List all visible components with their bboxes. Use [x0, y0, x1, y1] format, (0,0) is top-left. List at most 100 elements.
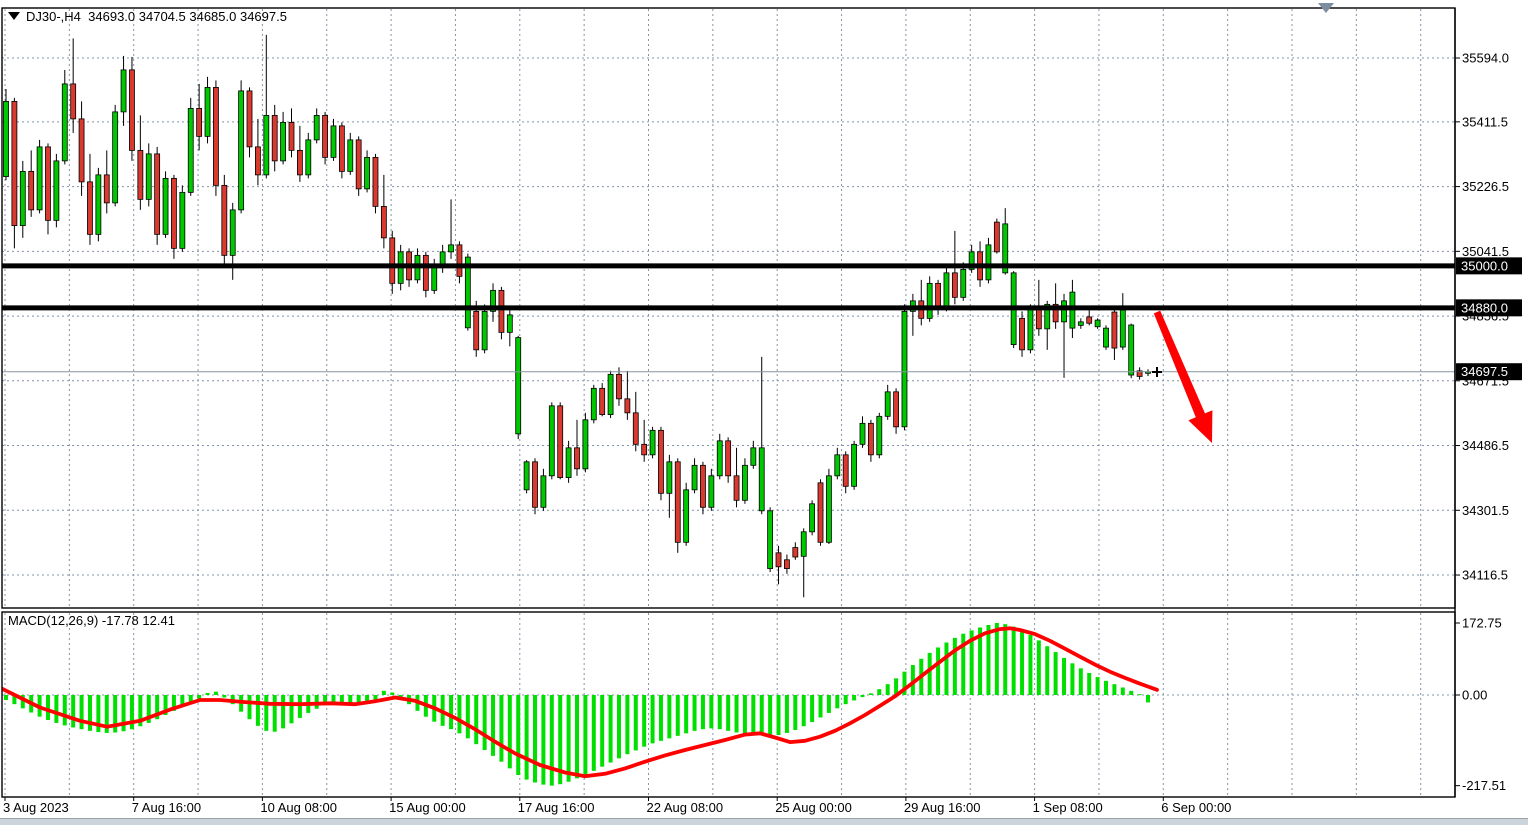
candle-body — [506, 314, 513, 333]
macd-histogram-bar — [709, 695, 714, 729]
candle-body — [993, 221, 1000, 253]
candle-body — [725, 440, 732, 477]
macd-histogram-bar — [1020, 630, 1025, 695]
macd-histogram-bar — [810, 695, 815, 723]
time-axis-label: 3 Aug 2023 — [3, 800, 69, 815]
macd-histogram-bar — [860, 695, 865, 698]
macd-histogram-bar — [742, 695, 747, 734]
chart-shift-marker-icon[interactable] — [1318, 3, 1334, 13]
macd-histogram-bar — [885, 684, 890, 695]
candle-body — [985, 244, 992, 281]
macd-histogram-bar — [323, 695, 328, 706]
price-axis: 35594.035411.535226.535041.534856.534671… — [1455, 51, 1522, 793]
macd-histogram-bar — [474, 695, 479, 745]
macd-histogram-bar — [1129, 690, 1134, 695]
macd-histogram-bar — [961, 633, 966, 695]
candle-body — [733, 475, 740, 501]
candle-body — [826, 475, 832, 543]
candle-body — [87, 181, 93, 235]
candle-body — [532, 461, 538, 508]
candle-body — [607, 373, 614, 415]
candle-body — [1103, 327, 1109, 348]
price-badge[interactable] — [1456, 363, 1522, 381]
price-badge-label: 34697.5 — [1461, 364, 1508, 379]
macd-histogram-bar — [600, 695, 605, 767]
candle-body — [154, 153, 161, 235]
current-bar-cross-marker — [1152, 367, 1162, 377]
macd-histogram-bar — [1087, 672, 1092, 695]
macd-histogram-bar — [894, 678, 899, 695]
time-axis-label: 17 Aug 16:00 — [518, 800, 595, 815]
symbol-period: DJ30-,H4 — [26, 9, 81, 24]
macd-histogram-bar — [1145, 695, 1150, 703]
candle-body — [1044, 303, 1051, 330]
macd-histogram-bar — [171, 695, 176, 711]
price-badge[interactable] — [1456, 299, 1522, 317]
macd-histogram-bar — [356, 695, 361, 706]
macd-histogram-bar — [155, 695, 160, 720]
macd-histogram-bar — [717, 695, 722, 730]
candle-body — [330, 125, 337, 158]
candle-body — [145, 153, 152, 200]
candle-body — [3, 100, 9, 178]
candle-body — [431, 265, 438, 291]
candle-body — [758, 447, 765, 512]
macd-histogram-bar — [289, 695, 294, 724]
macd-histogram-bar — [113, 695, 118, 733]
candle-body — [960, 268, 967, 298]
macd-histogram-bar — [297, 695, 302, 718]
macd-histogram-bar — [507, 695, 512, 769]
macd-histogram-bar — [247, 695, 252, 720]
macd-histogram-bar — [465, 695, 470, 739]
candle-body — [179, 191, 186, 249]
candle-body — [867, 422, 874, 456]
macd-histogram-bar — [188, 695, 193, 703]
macd-histogram-bar — [1053, 652, 1058, 695]
candle-body — [691, 464, 698, 491]
candle-body — [204, 86, 211, 137]
candle-body — [683, 489, 690, 543]
macd-histogram-bar — [96, 695, 101, 733]
macd-histogram-bar — [1028, 634, 1033, 695]
macd-histogram-bar — [734, 695, 739, 733]
symbol-dropdown-icon[interactable] — [8, 12, 20, 20]
candle-body — [129, 69, 135, 151]
candle-body — [834, 454, 841, 477]
candle-body — [221, 184, 228, 256]
price-badge[interactable] — [1456, 257, 1522, 275]
candle-body — [238, 90, 245, 211]
macd-histogram-bar — [87, 695, 92, 731]
price-badge-label: 34880.0 — [1461, 300, 1508, 315]
macd-axis-label: 172.75 — [1462, 615, 1502, 630]
sell-arrow-annotation[interactable] — [1153, 310, 1213, 443]
candle-body — [280, 121, 287, 162]
macd-histogram-bar — [658, 695, 663, 741]
candle-body — [246, 90, 253, 148]
macd-histogram-bar — [222, 695, 227, 698]
macd-axis-label: -217.51 — [1462, 778, 1506, 793]
time-axis-label: 7 Aug 16:00 — [132, 800, 201, 815]
candle-body — [213, 86, 219, 186]
macd-histogram-bar — [281, 695, 286, 729]
candle-body — [540, 475, 547, 508]
macd-histogram-bar — [986, 624, 991, 695]
macd-histogram-bar — [373, 695, 378, 701]
candle-body — [1136, 370, 1143, 377]
macd-histogram-bar — [1070, 663, 1075, 695]
macd-histogram-bar — [700, 695, 705, 730]
candle-body — [120, 69, 127, 113]
candle-body — [19, 170, 26, 227]
candle-body — [616, 373, 622, 400]
macd-histogram-bar — [499, 695, 504, 762]
candle-body — [28, 170, 35, 211]
macd-indicator-label: MACD(12,26,9) -17.78 12.41 — [8, 613, 175, 628]
price-badge-label: 35000.0 — [1461, 258, 1508, 273]
symbol-quote-line: DJ30-,H4 34693.0 34704.5 34685.0 34697.5 — [26, 9, 287, 24]
candle-body — [255, 146, 261, 176]
candle-body — [800, 531, 807, 557]
macd-histogram-bar — [482, 695, 487, 751]
price-axis-label: 34301.5 — [1462, 503, 1509, 518]
